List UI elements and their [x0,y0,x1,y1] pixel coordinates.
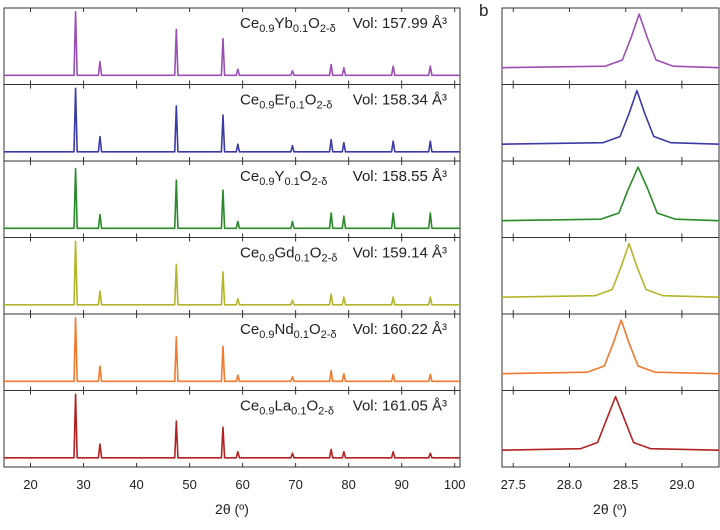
series-name: Ce0.9Yb0.1O2-δ [240,15,336,35]
series-line [501,242,720,298]
series-line [4,11,460,77]
series-line [4,167,460,230]
x-tick-label: 60 [235,477,249,492]
x-tick-label: 28.0 [557,477,582,492]
series-line [501,13,720,69]
series-name: Ce0.9Nd0.1O2-δ [240,321,337,341]
x-axis-label: 2θ (º) [593,501,627,517]
x-tick-label: 30 [76,477,90,492]
series-line [501,395,720,451]
x-tick-label: 40 [129,477,143,492]
volume-label: Vol: 158.55 Å³ [353,168,447,185]
series-line [4,393,460,459]
x-tick-label: 29.0 [669,477,694,492]
series-name: Ce0.9La0.1O2-δ [240,398,334,418]
series-name: Ce0.9Y0.1O2-δ [240,168,327,188]
x-tick-label: 27.5 [501,477,526,492]
subpanel-frame [501,160,720,238]
series-name: Ce0.9Er0.1O2-δ [240,92,332,112]
series-line [4,317,460,383]
subpanel-frame [501,84,720,162]
subpanel-frame [501,237,720,315]
x-tick-label: 50 [182,477,196,492]
x-tick-label: 90 [394,477,408,492]
series-line [4,240,460,306]
volume-label: Vol: 160.22 Å³ [353,321,447,338]
volume-label: Vol: 157.99 Å³ [353,15,447,32]
subpanel-frame [501,390,720,468]
x-tick-label: 20 [23,477,37,492]
x-axis-label: 2θ (º) [215,501,249,517]
subpanel-frame [3,390,461,468]
series-line [501,319,720,375]
subpanel-frame [501,7,720,85]
volume-label: Vol: 158.34 Å³ [353,92,447,109]
volume-label: Vol: 159.14 Å³ [353,245,447,262]
series-line [501,89,720,145]
series-line [4,87,460,153]
panel-label: b [479,1,488,20]
x-tick-label: 80 [341,477,355,492]
x-tick-label: 70 [288,477,302,492]
x-tick-label: 100 [444,477,466,492]
series-line [501,166,720,222]
volume-label: Vol: 161.05 Å³ [353,398,447,415]
series-name: Ce0.9Gd0.1O2-δ [240,245,337,265]
x-tick-label: 28.5 [613,477,638,492]
